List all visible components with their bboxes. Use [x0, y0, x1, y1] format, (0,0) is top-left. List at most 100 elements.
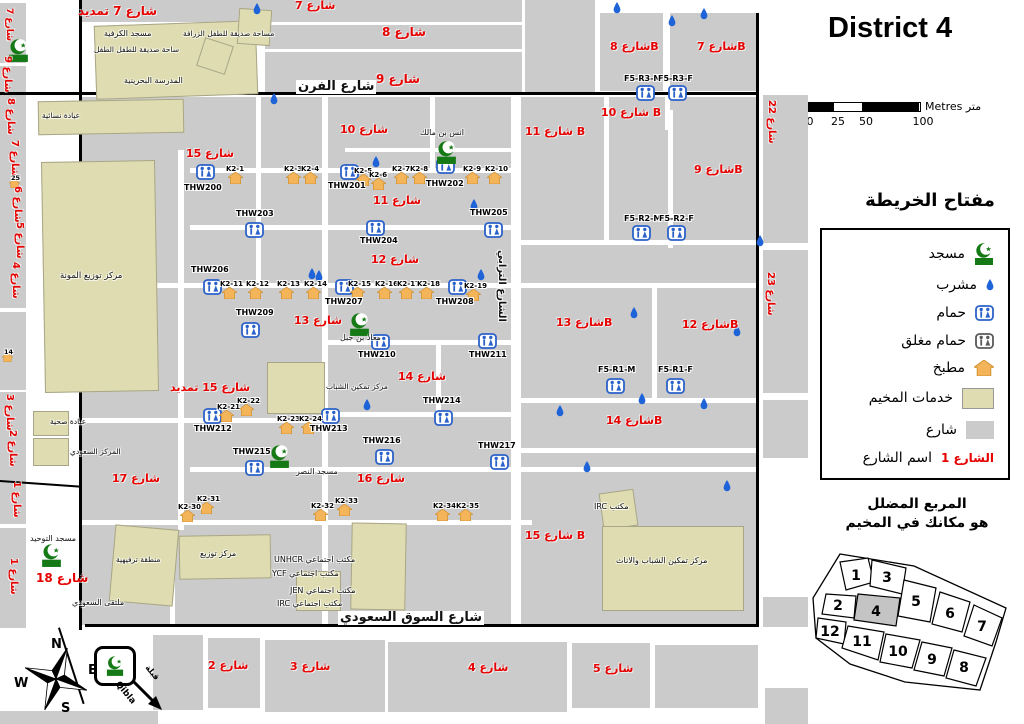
toilet-label: THW210: [358, 350, 396, 359]
street-label: شارع 13: [294, 314, 342, 327]
water-drop-icon: [270, 93, 278, 105]
street-block: [208, 638, 260, 708]
street-label: شارع 15 تمديد: [170, 381, 251, 394]
kitchen-label: K2-15: [348, 280, 371, 288]
street-gap: [345, 148, 515, 152]
legend-row: حمام مغلق: [828, 333, 994, 349]
kitchen-icon: [277, 421, 296, 435]
street-block: [0, 528, 26, 628]
kitchen-icon: [246, 286, 265, 300]
street-gap: [82, 283, 757, 288]
toilet-icon: [606, 378, 625, 394]
toilet-icon: [632, 225, 651, 241]
water-drop-icon: [986, 279, 994, 291]
kitchen-label: K2-8: [410, 165, 429, 173]
kitchen-icon: [311, 508, 330, 522]
street-gap: [515, 448, 757, 453]
street-gap: [515, 240, 757, 245]
compass-rose-icon: [24, 647, 88, 711]
map-canvas: شارع 7 تمديد شارع 7 شارع 8 شارع 9 شارع 8B شار…: [0, 0, 808, 724]
kitchen-label: K2-4: [301, 165, 320, 173]
kitchen-label: K2-6: [369, 171, 388, 179]
toilet-label: THW212: [194, 424, 232, 433]
water-drop-icon: [477, 269, 485, 281]
kitchen-icon: [226, 171, 245, 185]
toilet-label: THW214: [423, 396, 461, 405]
toilet-label: THW213: [310, 424, 348, 433]
street-label: شارع 4: [10, 262, 21, 299]
street-label: شارع 8: [382, 25, 426, 39]
toilet-label: THW206: [191, 265, 229, 274]
toilet-icon: [241, 322, 260, 338]
district-boundary-line: [0, 92, 757, 95]
minimap-district-number: 1: [851, 568, 861, 584]
street-gap: [190, 225, 515, 230]
street-block: [763, 400, 808, 458]
street-swatch: [966, 420, 994, 439]
place-label: منطقة ترفيهية: [116, 555, 161, 564]
side-panel: District 4 Metres متر 0 25 50 100 مفتاح الخ…: [805, 0, 1024, 724]
toilet-icon: [371, 334, 390, 350]
kitchen-label: K2-34: [433, 502, 456, 510]
kitchen-icon: [463, 171, 482, 185]
kitchen-label: K2-21: [217, 403, 240, 411]
street-label: شارع 11 B: [525, 125, 586, 138]
street-label: شارع 16: [357, 472, 405, 485]
legend-row: مطبخ: [828, 360, 994, 377]
place-label: مسجد الكرفية: [104, 29, 152, 38]
kitchen-icon: [284, 171, 303, 185]
street-label: شارع 3: [290, 660, 331, 673]
water-drop-icon: [583, 461, 591, 473]
toilet-label: THW200: [184, 183, 222, 192]
place-label: مساحة صديقة للطفل الزرافة: [183, 29, 275, 38]
kitchen-label: K2-31: [197, 495, 220, 503]
legend-label: اسم الشارع: [862, 450, 933, 467]
legend-label: حمام: [936, 305, 966, 322]
kitchen-label: K2-22: [237, 397, 260, 405]
street-label: شارع 1: [11, 481, 22, 518]
legend-label: مشرب: [936, 277, 977, 294]
toilet-label: THW207: [325, 297, 363, 306]
street-block: [763, 597, 808, 627]
street-gap: [256, 97, 261, 285]
kitchen-icon: [417, 286, 436, 300]
toilet-icon: [448, 279, 467, 295]
street-label: شارع 7 تمديد: [78, 4, 158, 18]
kitchen-icon: [220, 286, 239, 300]
place-label: مركز تمكين الشباب: [326, 382, 388, 391]
kitchen-label: K2-14: [304, 280, 327, 288]
kitchen-icon: [392, 171, 411, 185]
compass-letter: S: [61, 701, 71, 716]
kitchen-icon: [277, 286, 296, 300]
legend-row: مسجد: [828, 242, 994, 266]
left-marker-label: 14: [4, 348, 14, 356]
water-drop-icon: [630, 307, 638, 319]
toilet-label: THW204: [360, 236, 398, 245]
street-gap: [322, 412, 515, 417]
services-building: [33, 438, 69, 466]
toilet-icon: [478, 333, 497, 349]
street-gap: [515, 398, 757, 403]
kitchen-icon: [1, 352, 14, 363]
street-label: شارع 6: [12, 186, 23, 223]
street-label: شارع 15: [186, 147, 234, 160]
street-block: [388, 642, 567, 712]
toilet-icon: [668, 85, 687, 101]
toilet-label: THW216: [363, 436, 401, 445]
toilet-label: F5-R3-M: [624, 74, 662, 83]
toilet-icon: [340, 164, 359, 180]
toilet-label: THW205: [470, 208, 508, 217]
place-label: مكتب اجتماعي UNHCR: [274, 555, 356, 564]
street-block: [668, 13, 757, 91]
place-label: عيادة صحية: [50, 417, 87, 426]
street-label: شارع 22: [766, 100, 777, 144]
kitchen-icon: [485, 171, 504, 185]
minimap-district-number: 12: [820, 624, 839, 640]
legend-label: مسجد: [928, 245, 965, 262]
services-building: [267, 362, 325, 414]
minimap-district-number: 10: [888, 644, 908, 660]
services-swatch: [962, 387, 994, 409]
street-label: شارع 7: [4, 8, 14, 41]
place-label: مكتب اجتماعي JEN: [290, 586, 356, 595]
scale-tick: 0: [806, 115, 814, 128]
